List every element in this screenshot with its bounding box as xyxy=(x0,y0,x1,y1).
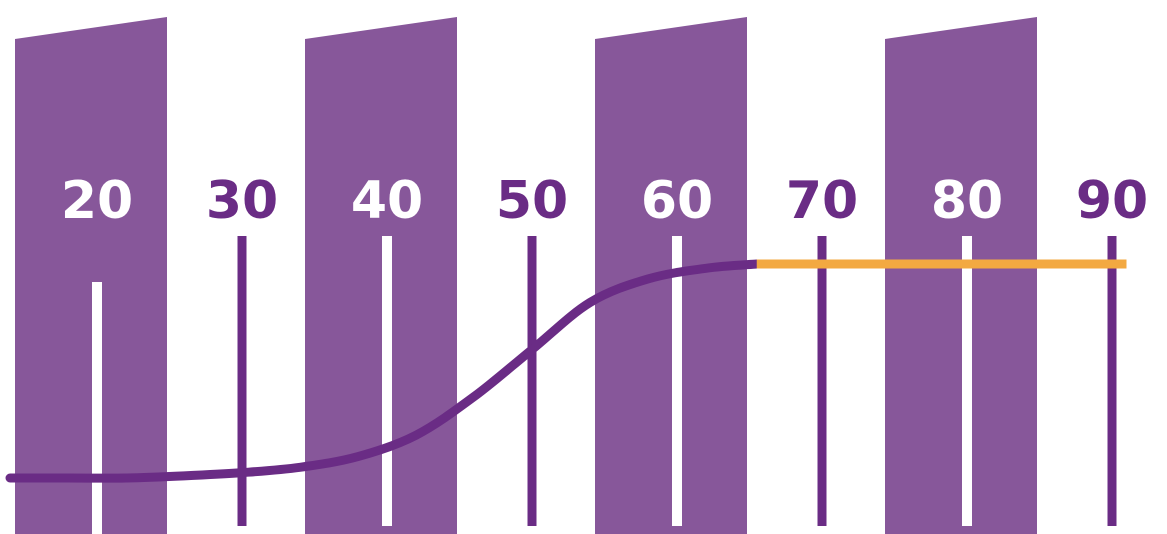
age-label-20: 20 xyxy=(61,171,133,231)
age-label-60: 60 xyxy=(641,171,713,231)
age-label-50: 50 xyxy=(496,171,568,231)
decade-band-20 xyxy=(15,17,167,534)
tick-70 xyxy=(817,236,827,526)
tick-30 xyxy=(237,236,247,526)
tick-20 xyxy=(92,282,102,534)
tick-50 xyxy=(527,236,537,526)
tick-40 xyxy=(382,236,392,526)
rising-curve xyxy=(5,259,762,483)
decade-band-80 xyxy=(885,17,1037,534)
tick-60 xyxy=(672,236,682,526)
age-label-90: 90 xyxy=(1076,171,1148,231)
decade-bands xyxy=(15,17,1037,534)
decade-band-40 xyxy=(305,17,457,534)
tick-80 xyxy=(962,236,972,526)
tick-90 xyxy=(1107,236,1117,526)
age-label-70: 70 xyxy=(786,171,858,231)
age-ticks xyxy=(92,236,1117,534)
age-label-80: 80 xyxy=(931,171,1003,231)
age-label-40: 40 xyxy=(351,171,423,231)
curves xyxy=(5,259,1127,483)
age-labels: 20 30 40 50 60 70 80 90 xyxy=(61,171,1148,231)
age-label-30: 30 xyxy=(206,171,278,231)
